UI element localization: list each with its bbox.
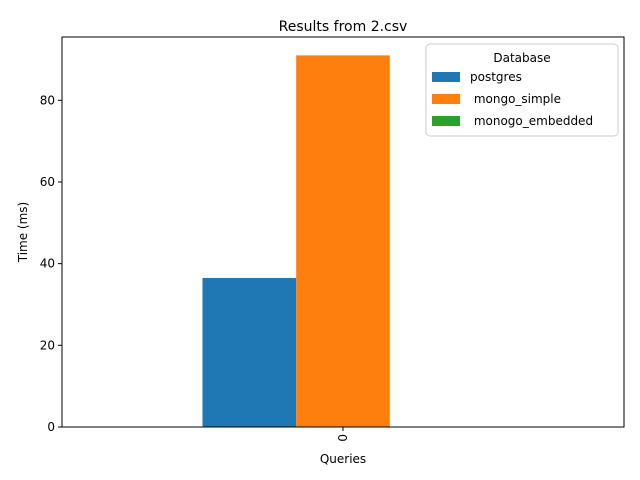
- bar-mongo_simple-0: [296, 55, 390, 428]
- y-tick-label: 60: [40, 175, 55, 189]
- y-axis: 0 20 40 60 80: [40, 93, 62, 434]
- legend-items: postgres mongo_simple monogo_embedded: [432, 70, 593, 128]
- legend-swatch-postgres: [432, 72, 460, 82]
- legend-label-monogo_embedded: monogo_embedded: [470, 114, 593, 128]
- chart-title: Results from 2.csv: [279, 19, 408, 35]
- plot-frame: [61, 36, 625, 428]
- legend-swatch-mongo_simple: [432, 94, 460, 104]
- x-tick-label: 0: [336, 434, 350, 442]
- x-axis: 0: [336, 427, 350, 442]
- legend-box: [425, 43, 619, 137]
- y-tick-label: 0: [47, 420, 55, 434]
- legend-title: Database: [493, 51, 550, 65]
- legend-swatch-monogo_embedded: [432, 116, 460, 126]
- y-tick-label: 20: [40, 338, 55, 352]
- legend-label-postgres: postgres: [470, 70, 522, 84]
- x-axis-label: Queries: [320, 452, 366, 466]
- bar-postgres-0: [202, 277, 297, 427]
- legend: Database postgres mongo_simple monogo_em…: [425, 43, 619, 137]
- y-tick-label: 40: [40, 257, 55, 271]
- y-tick-label: 80: [40, 93, 55, 107]
- legend-label-mongo_simple: mongo_simple: [470, 92, 561, 106]
- bars-layer: [202, 55, 390, 428]
- y-axis-label: Time (ms): [16, 202, 30, 264]
